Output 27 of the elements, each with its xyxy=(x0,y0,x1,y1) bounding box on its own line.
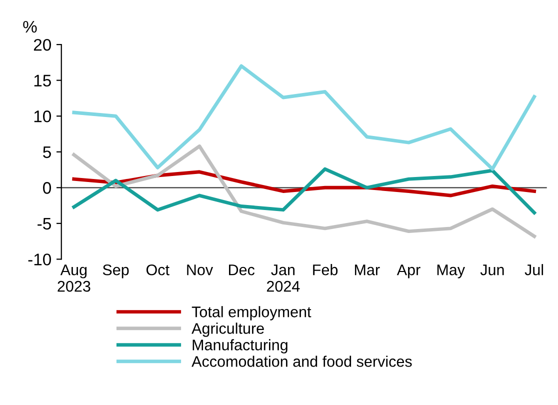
x-tick-label: Aug 2023 xyxy=(58,264,90,292)
y-tick-label: -10 xyxy=(28,254,52,266)
y-tick-label: 5 xyxy=(43,146,51,158)
y-tick-label: -5 xyxy=(38,218,51,230)
x-tick-label: Jun xyxy=(480,264,504,276)
line-series xyxy=(72,64,536,171)
x-tick-label: May xyxy=(437,264,465,278)
x-tick-label: Dec xyxy=(229,264,255,276)
legend-label: Agriculture xyxy=(192,322,264,337)
x-tick-label: Apr xyxy=(396,264,420,278)
y-tick-label: 10 xyxy=(34,110,52,122)
x-tick-label: Sep xyxy=(102,264,129,278)
x-tick-label: Mar xyxy=(354,264,380,276)
y-tick-label: 0 xyxy=(43,182,52,194)
x-tick-label: Nov xyxy=(187,264,214,276)
legend-label: Manufacturing xyxy=(192,339,288,354)
y-tick-label: 15 xyxy=(34,74,51,87)
x-tick-label: Oct xyxy=(146,264,170,276)
y-axis-title: % xyxy=(23,20,37,33)
y-tick-label: 20 xyxy=(34,38,52,51)
x-tick-label: Jan 2024 xyxy=(266,264,300,292)
legend-label: Accomodation and food services xyxy=(192,356,412,367)
x-tick-label: Jul xyxy=(524,264,544,276)
x-tick-label: Feb xyxy=(313,264,338,276)
line-series xyxy=(72,144,536,238)
legend-label: Total employment xyxy=(192,306,312,320)
line-series xyxy=(72,167,536,214)
